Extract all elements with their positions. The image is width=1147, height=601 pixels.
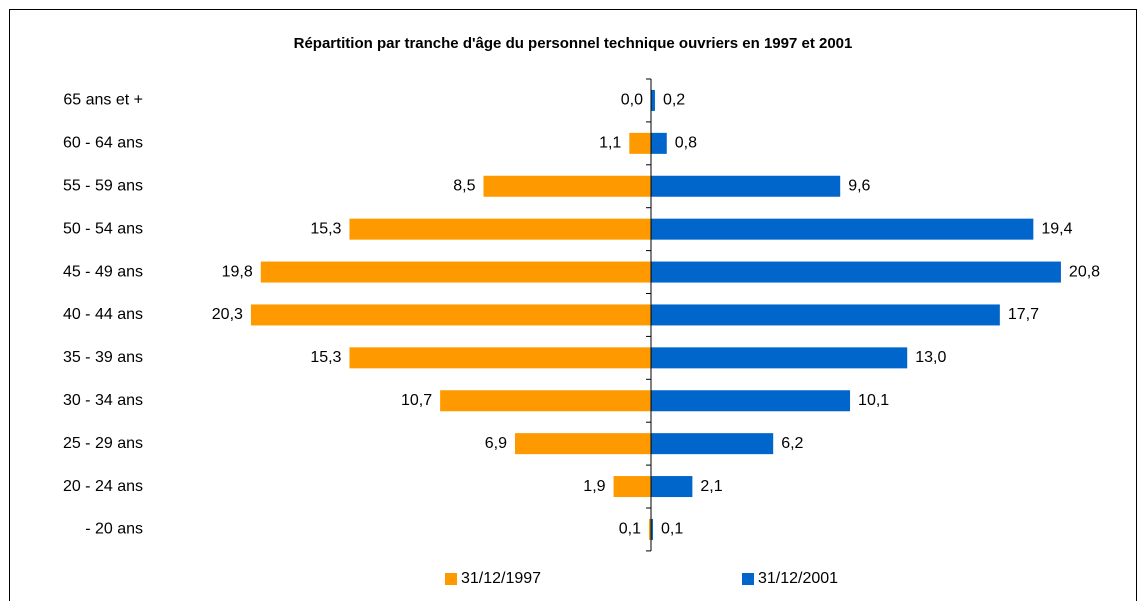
y-tick-label: 45 - 49 ans <box>63 263 143 280</box>
bar <box>515 433 651 455</box>
bar <box>613 476 651 498</box>
data-label: 9,6 <box>848 177 870 194</box>
data-label: 0,8 <box>675 135 697 152</box>
data-label: 0,1 <box>661 521 683 538</box>
data-label: 1,9 <box>583 478 605 495</box>
bar <box>651 518 653 540</box>
data-label: 19,4 <box>1041 220 1072 237</box>
bar <box>349 347 651 369</box>
data-label: 20,8 <box>1069 263 1100 280</box>
bar <box>250 304 651 326</box>
bar <box>651 433 774 455</box>
y-tick-label: 25 - 29 ans <box>63 435 143 452</box>
bar <box>651 132 667 154</box>
data-label: 0,1 <box>619 521 641 538</box>
y-tick-label: - 20 ans <box>85 521 143 538</box>
data-label: 10,1 <box>858 392 889 409</box>
data-label: 19,8 <box>222 263 253 280</box>
data-label: 8,5 <box>453 177 475 194</box>
bar <box>651 304 1000 326</box>
data-label: 20,3 <box>212 306 243 323</box>
y-tick-label: 20 - 24 ans <box>63 478 143 495</box>
bar <box>649 518 651 540</box>
data-label: 6,9 <box>485 435 507 452</box>
y-tick-label: 40 - 44 ans <box>63 306 143 323</box>
bar <box>651 175 841 197</box>
data-label: 1,1 <box>599 135 621 152</box>
y-tick-label: 55 - 59 ans <box>63 177 143 194</box>
data-label: 15,3 <box>310 220 341 237</box>
data-label: 10,7 <box>401 392 432 409</box>
legend-swatch <box>445 573 457 585</box>
bar <box>440 390 651 412</box>
bar <box>651 89 655 111</box>
data-label: 13,0 <box>915 349 946 366</box>
chart-title: Répartition par tranche d'âge du personn… <box>294 35 853 52</box>
y-tick-label: 65 ans et + <box>63 92 143 109</box>
bar <box>349 218 651 240</box>
bar <box>651 390 851 412</box>
bar <box>260 261 651 283</box>
y-tick-label: 50 - 54 ans <box>63 220 143 237</box>
bar <box>629 132 651 154</box>
legend-swatch <box>742 573 754 585</box>
legend-label: 31/12/1997 <box>461 570 541 587</box>
data-label: 6,2 <box>781 435 803 452</box>
legend-label: 31/12/2001 <box>758 570 838 587</box>
y-tick-label: 35 - 39 ans <box>63 349 143 366</box>
bar <box>483 175 651 197</box>
bar <box>651 347 908 369</box>
bar <box>651 261 1061 283</box>
data-label: 0,0 <box>621 92 643 109</box>
bar <box>651 476 693 498</box>
data-label: 2,1 <box>700 478 722 495</box>
data-label: 17,7 <box>1008 306 1039 323</box>
data-label: 15,3 <box>310 349 341 366</box>
bar <box>651 218 1034 240</box>
y-tick-label: 60 - 64 ans <box>63 135 143 152</box>
y-tick-label: 30 - 34 ans <box>63 392 143 409</box>
data-label: 0,2 <box>663 92 685 109</box>
